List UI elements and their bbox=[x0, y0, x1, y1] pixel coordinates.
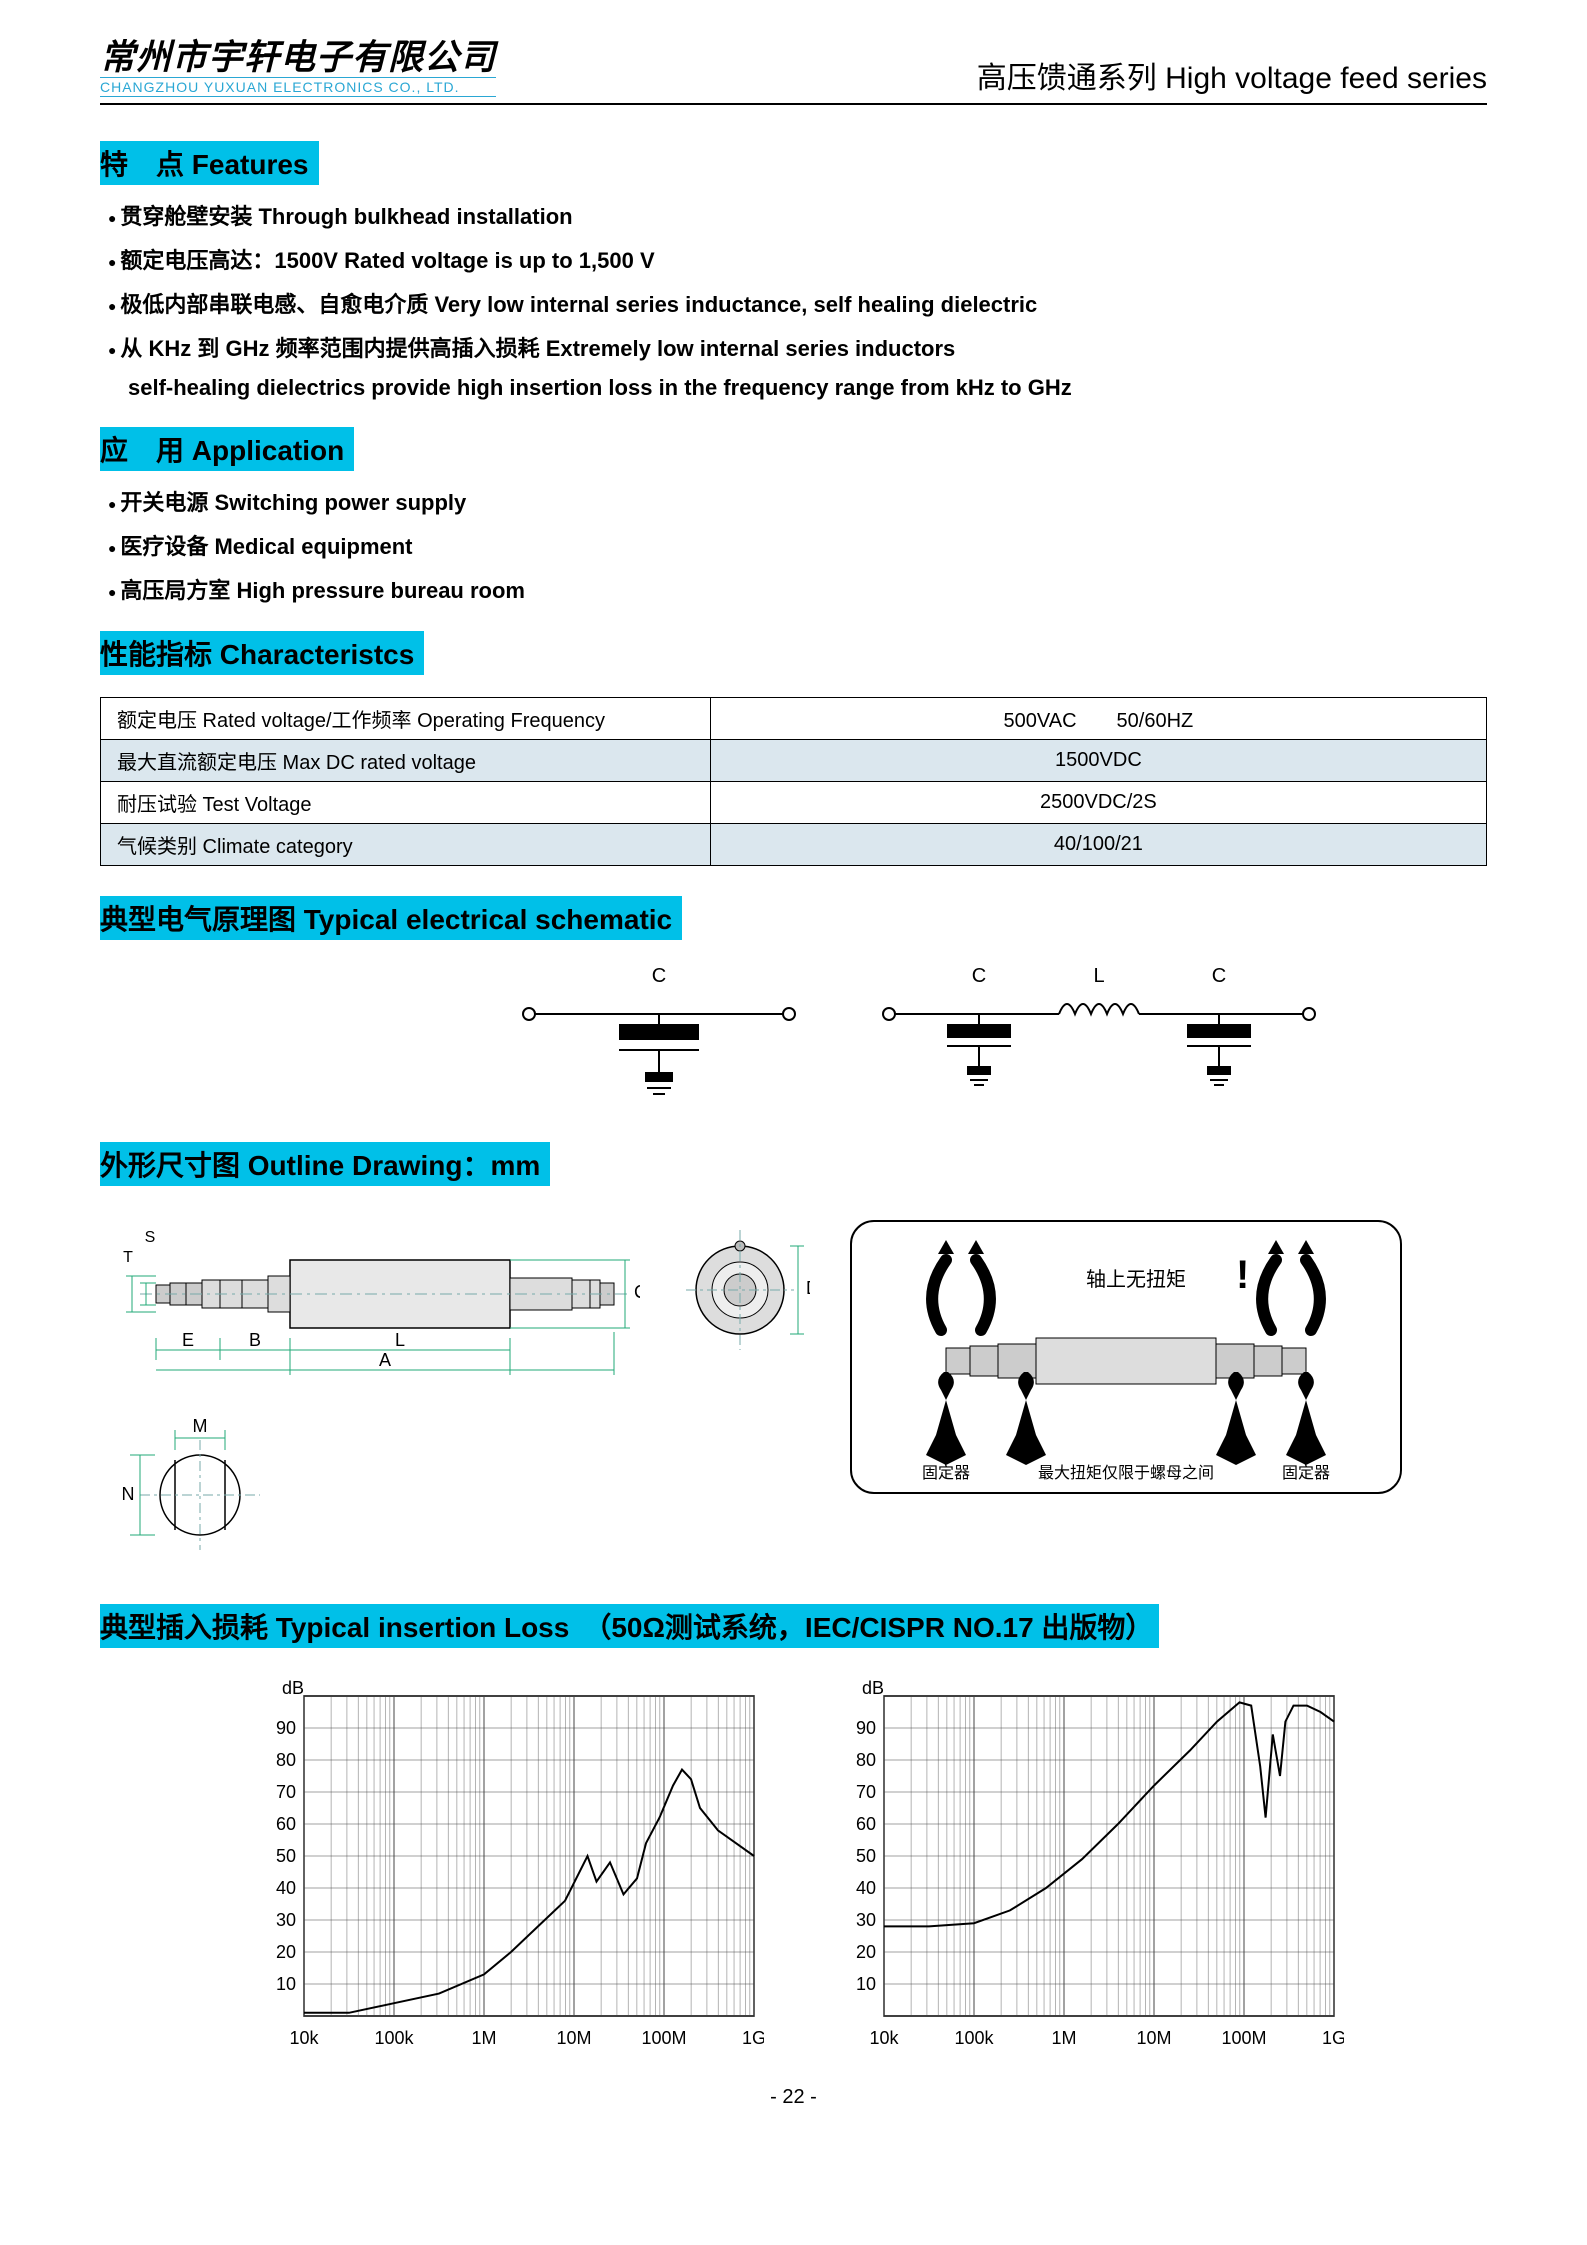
svg-text:60: 60 bbox=[855, 1814, 875, 1834]
char-label: 耐压试验 Test Voltage bbox=[101, 782, 711, 824]
company-name-en: CHANGZHOU YUXUAN ELECTRONICS CO., LTD. bbox=[100, 77, 496, 97]
dim-s: S bbox=[145, 1229, 156, 1246]
install-fixer: 固定器 bbox=[922, 1464, 970, 1480]
svg-text:90: 90 bbox=[275, 1718, 295, 1738]
application-item: 开关电源 Switching power supply bbox=[108, 485, 1487, 517]
features-list: 贯穿舱壁安装 Through bulkhead installation 额定电… bbox=[100, 199, 1487, 363]
series-title: 高压馈通系列 High voltage feed series bbox=[977, 53, 1487, 97]
svg-text:10M: 10M bbox=[556, 2028, 591, 2048]
schematic-single-c: C bbox=[509, 964, 809, 1104]
svg-text:30: 30 bbox=[275, 1910, 295, 1930]
svg-text:20: 20 bbox=[855, 1942, 875, 1962]
schematic-clc: C L C bbox=[869, 964, 1329, 1104]
feature-item: 贯穿舱壁安装 Through bulkhead installation bbox=[108, 199, 1487, 231]
heading-features: 特 点 Features bbox=[100, 141, 319, 185]
dim-a: A bbox=[379, 1350, 391, 1370]
svg-text:20: 20 bbox=[275, 1942, 295, 1962]
svg-text:dB: dB bbox=[282, 1678, 304, 1698]
application-list: 开关电源 Switching power supply 医疗设备 Medical… bbox=[100, 485, 1487, 605]
dim-l: L bbox=[395, 1330, 405, 1350]
label-c: C bbox=[971, 965, 985, 987]
table-row: 额定电压 Rated voltage/工作频率 Operating Freque… bbox=[101, 698, 1487, 740]
svg-text:90: 90 bbox=[855, 1718, 875, 1738]
dim-c: C bbox=[634, 1282, 640, 1302]
feature-item: 从 KHz 到 GHz 频率范围内提供高插入损耗 Extremely low i… bbox=[108, 331, 1487, 363]
install-fixer: 固定器 bbox=[1282, 1464, 1330, 1480]
page-header: 常州市宇轩电子有限公司 CHANGZHOU YUXUAN ELECTRONICS… bbox=[100, 40, 1487, 105]
label-c: C bbox=[1211, 965, 1225, 987]
svg-text:10: 10 bbox=[855, 1974, 875, 1994]
application-item: 医疗设备 Medical equipment bbox=[108, 529, 1487, 561]
installation-note: 轴上无扭矩 ! 固定器 最大扭矩仅限于螺母之间 固定器 bbox=[850, 1220, 1402, 1494]
svg-text:50: 50 bbox=[275, 1846, 295, 1866]
char-label: 气候类别 Climate category bbox=[101, 824, 711, 866]
svg-text:40: 40 bbox=[855, 1878, 875, 1898]
char-value: 500VAC 50/60HZ bbox=[710, 698, 1486, 740]
heading-characteristics: 性能指标 Characteristcs bbox=[100, 631, 424, 675]
char-value: 2500VDC/2S bbox=[710, 782, 1486, 824]
label-l: L bbox=[1093, 965, 1104, 987]
svg-text:60: 60 bbox=[275, 1814, 295, 1834]
page-number: - 22 - bbox=[100, 2086, 1487, 2109]
dim-m: M bbox=[193, 1416, 208, 1436]
svg-text:10M: 10M bbox=[1136, 2028, 1171, 2048]
svg-text:100M: 100M bbox=[1221, 2028, 1266, 2048]
svg-text:30: 30 bbox=[855, 1910, 875, 1930]
svg-text:1M: 1M bbox=[1051, 2028, 1076, 2048]
feature-item: 额定电压高达：1500V Rated voltage is up to 1,50… bbox=[108, 243, 1487, 275]
outline-drawings: E B L A S T C bbox=[100, 1220, 1487, 1560]
dim-e: E bbox=[182, 1330, 194, 1350]
characteristics-table: 额定电压 Rated voltage/工作频率 Operating Freque… bbox=[100, 697, 1487, 866]
table-row: 最大直流额定电压 Max DC rated voltage1500VDC bbox=[101, 740, 1487, 782]
svg-text:10k: 10k bbox=[869, 2028, 899, 2048]
svg-text:10: 10 bbox=[275, 1974, 295, 1994]
dim-d: D bbox=[806, 1278, 810, 1298]
outline-d-view: D bbox=[680, 1220, 810, 1360]
insertion-loss-chart-2: 10 20 30 40 50 60 70 80 90 dB 10k 100k 1M 10M 100M 1G bbox=[824, 1676, 1344, 2056]
svg-text:10k: 10k bbox=[289, 2028, 319, 2048]
svg-text:1G: 1G bbox=[1321, 2028, 1343, 2048]
svg-text:dB: dB bbox=[862, 1678, 884, 1698]
heading-schematic: 典型电气原理图 Typical electrical schematic bbox=[100, 896, 682, 940]
feature-continuation: self-healing dielectrics provide high in… bbox=[128, 375, 1487, 401]
label-c: C bbox=[651, 965, 665, 987]
insertion-loss-charts: 10 20 30 40 50 60 70 80 90 dB 10k 100k 1M 10M 100M 1G 1… bbox=[100, 1676, 1487, 2056]
dim-n: N bbox=[122, 1484, 135, 1504]
schematic-diagrams: C C L C bbox=[350, 964, 1487, 1104]
outline-main: E B L A S T C bbox=[100, 1220, 640, 1380]
dim-t: T bbox=[123, 1249, 133, 1266]
svg-text:80: 80 bbox=[855, 1750, 875, 1770]
heading-outline: 外形尺寸图 Outline Drawing：mm bbox=[100, 1142, 550, 1186]
application-item: 高压局方室 High pressure bureau room bbox=[108, 573, 1487, 605]
char-label: 最大直流额定电压 Max DC rated voltage bbox=[101, 740, 711, 782]
install-torque: 最大扭矩仅限于螺母之间 bbox=[1038, 1464, 1214, 1480]
svg-text:100M: 100M bbox=[641, 2028, 686, 2048]
dim-b: B bbox=[249, 1330, 261, 1350]
install-warn: 轴上无扭矩 bbox=[1086, 1268, 1186, 1291]
company-name-cn: 常州市宇轩电子有限公司 bbox=[100, 40, 496, 75]
svg-text:70: 70 bbox=[855, 1782, 875, 1802]
svg-text:100k: 100k bbox=[374, 2028, 414, 2048]
feature-item: 极低内部串联电感、自愈电介质 Very low internal series … bbox=[108, 287, 1487, 319]
company-block: 常州市宇轩电子有限公司 CHANGZHOU YUXUAN ELECTRONICS… bbox=[100, 40, 496, 97]
char-value: 40/100/21 bbox=[710, 824, 1486, 866]
svg-text:40: 40 bbox=[275, 1878, 295, 1898]
svg-text:1M: 1M bbox=[471, 2028, 496, 2048]
svg-text:80: 80 bbox=[275, 1750, 295, 1770]
svg-text:100k: 100k bbox=[954, 2028, 994, 2048]
svg-text:50: 50 bbox=[855, 1846, 875, 1866]
svg-text:1G: 1G bbox=[741, 2028, 763, 2048]
table-row: 气候类别 Climate category40/100/21 bbox=[101, 824, 1487, 866]
exclaim-icon: ! bbox=[1236, 1253, 1249, 1297]
outline-endview: M N bbox=[100, 1410, 300, 1560]
heading-insertion-loss: 典型插入损耗 Typical insertion Loss （50Ω测试系统，I… bbox=[100, 1604, 1159, 1648]
insertion-loss-chart-1: 10 20 30 40 50 60 70 80 90 dB 10k 100k 1M 10M 100M 1G bbox=[244, 1676, 764, 2056]
char-value: 1500VDC bbox=[710, 740, 1486, 782]
svg-text:70: 70 bbox=[275, 1782, 295, 1802]
heading-application: 应 用 Application bbox=[100, 427, 354, 471]
char-label: 额定电压 Rated voltage/工作频率 Operating Freque… bbox=[101, 698, 711, 740]
table-row: 耐压试验 Test Voltage2500VDC/2S bbox=[101, 782, 1487, 824]
